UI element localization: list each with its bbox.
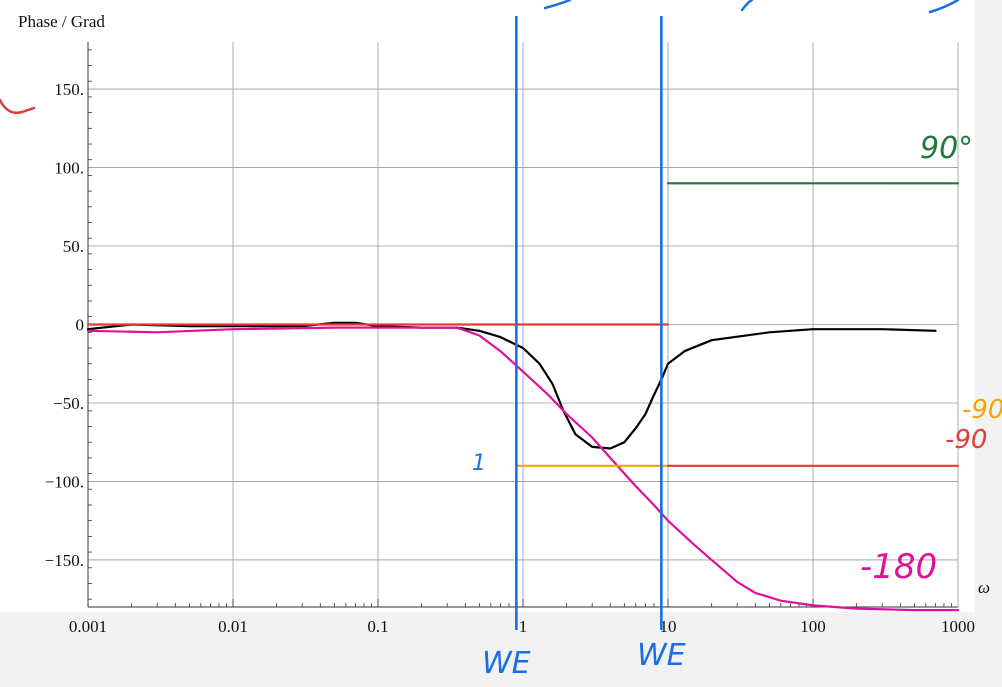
y-tick-label: −150. bbox=[45, 551, 84, 570]
annotation-one: 1 bbox=[472, 451, 486, 476]
handwriting-stroke-left bbox=[0, 98, 36, 114]
tick-labels: 0.001 0.01 0.1 1 10 100 1000 150. 100. 50. 0 −50. −1… bbox=[45, 80, 975, 636]
series-lines bbox=[86, 182, 960, 612]
y-tick-label: 150. bbox=[54, 80, 84, 99]
vline-label-we-2: WE bbox=[637, 638, 686, 673]
x-tick-label: 0.1 bbox=[367, 617, 388, 636]
handwriting-stroke-top-1 bbox=[543, 0, 572, 10]
x-tick-label: 1000 bbox=[941, 617, 975, 636]
x-tick-label: 100 bbox=[800, 617, 826, 636]
handwriting-stroke-top-3 bbox=[928, 0, 960, 14]
y-tick-label: −50. bbox=[53, 394, 84, 413]
y-tick-label: −100. bbox=[45, 472, 84, 491]
annotation-minus-180: -180 bbox=[860, 547, 937, 587]
annotation-minus-90-red: -90 bbox=[945, 425, 987, 455]
y-tick-label: 0 bbox=[76, 316, 85, 335]
annotation-minus-90-orange: -90 bbox=[962, 395, 1002, 425]
x-tick-label: 1 bbox=[519, 617, 528, 636]
y-axis-title: Phase / Grad bbox=[18, 12, 105, 31]
x-axis-title: ω bbox=[978, 578, 990, 597]
annotation-90: 90° bbox=[920, 131, 973, 166]
y-tick-label: 50. bbox=[63, 237, 84, 256]
x-tick-label: 0.001 bbox=[69, 617, 107, 636]
y-tick-label: 100. bbox=[54, 159, 84, 178]
annotation-vlines bbox=[515, 16, 663, 630]
vline-label-we-1: WE bbox=[482, 646, 531, 681]
x-tick-label: 0.01 bbox=[218, 617, 248, 636]
x-tick-label: 10 bbox=[660, 617, 677, 636]
tick-marks bbox=[87, 49, 952, 607]
handwriting-stroke-top-2 bbox=[740, 0, 754, 12]
